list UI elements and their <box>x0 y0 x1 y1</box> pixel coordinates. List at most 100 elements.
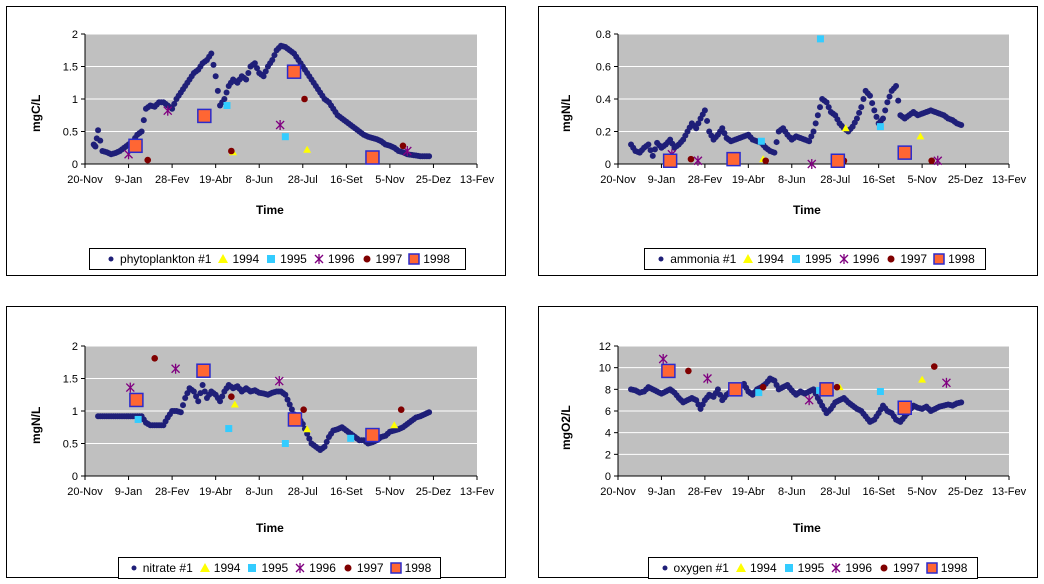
point-1996 <box>933 155 943 166</box>
main-series-point <box>171 100 178 107</box>
x-tick-label: 20-Nov <box>600 174 636 186</box>
main-series-point <box>260 73 267 80</box>
main-series-point <box>806 138 813 145</box>
main-series-point <box>814 112 821 119</box>
legend-label: oxygen #1 <box>673 561 729 575</box>
legend-marker-icon <box>108 256 114 262</box>
point-1995 <box>281 440 289 447</box>
legend-label: 1994 <box>213 561 241 575</box>
legend-item: 1998 <box>926 561 967 575</box>
main-series-point <box>693 125 700 132</box>
main-series-point <box>895 97 902 104</box>
legend-item: 1998 <box>408 252 450 266</box>
main-series-point <box>721 130 728 137</box>
x-tick-label: 5-Nov <box>907 486 937 498</box>
y-tick-label: 4 <box>605 428 611 440</box>
point-1996 <box>275 120 285 130</box>
legend-label: 1996 <box>852 252 880 266</box>
point-1998 <box>726 151 741 167</box>
legend-label: 1998 <box>423 252 450 266</box>
y-tick-label: 1.5 <box>63 62 78 74</box>
point-1997 <box>228 393 235 401</box>
x-tick-label: 28-Fev <box>155 174 190 186</box>
x-tick-label: 16-Set <box>330 486 362 498</box>
point-1996 <box>804 395 814 406</box>
x-tick-label: 5-Nov <box>907 174 937 186</box>
main-series-point <box>860 96 867 102</box>
main-series-point <box>140 117 147 124</box>
main-series-point <box>251 60 258 67</box>
legend-marker-icon <box>933 253 945 265</box>
nitrate-legend: nitrate #1 1994 1995 1996 1997 1998 <box>118 557 441 579</box>
legend-label: 1994 <box>757 252 784 266</box>
point-1998 <box>365 427 380 443</box>
x-tick-label: 25-Dez <box>948 486 983 498</box>
x-tick-label: 16-Set <box>862 174 894 186</box>
x-tick-label: 25-Dez <box>416 174 451 186</box>
oxygen-legend: oxygen #1 1994 1995 1996 1997 1998 <box>648 557 978 579</box>
point-1995 <box>816 35 824 43</box>
legend-marker-icon <box>831 563 841 573</box>
x-tick-label: 9-Jan <box>648 174 676 186</box>
legend-item: 1995 <box>790 252 832 266</box>
legend-label: 1994 <box>749 561 777 575</box>
point-1998 <box>196 363 211 378</box>
point-1994 <box>918 375 927 383</box>
legend-item: 1996 <box>838 252 880 266</box>
main-series-point <box>190 388 197 395</box>
oxygen-y-title: mgO2/L <box>559 405 573 450</box>
point-1998 <box>662 153 678 168</box>
y-tick-label: 0.5 <box>63 127 78 139</box>
oxygen-x-title: Time <box>793 521 821 535</box>
main-series-point <box>304 430 311 437</box>
legend-item: 1995 <box>246 561 288 575</box>
x-tick-label: 28-Fev <box>688 174 723 186</box>
legend-label: 1998 <box>948 252 975 266</box>
x-tick-label: 28-Jul <box>820 486 850 498</box>
legend-label: 1997 <box>356 561 384 575</box>
point-1997 <box>685 367 692 375</box>
main-series-point <box>649 152 656 159</box>
main-series-point <box>92 143 99 150</box>
main-series-point <box>97 137 104 144</box>
legend-marker-icon <box>248 564 257 572</box>
x-tick-label: 20-Nov <box>600 486 636 498</box>
point-1997 <box>228 147 235 155</box>
point-1994 <box>390 421 399 429</box>
legend-marker-icon <box>408 253 420 265</box>
main-series-point <box>856 109 863 116</box>
point-1997 <box>762 157 770 165</box>
x-tick-label: 9-Jan <box>648 486 676 498</box>
phytoplankton-legend: phytoplankton #1 1994 1995 1996 1997 1998 <box>89 248 466 270</box>
main-series-point <box>717 391 724 398</box>
x-tick-label: 19-Abr <box>199 486 232 498</box>
legend-item: 1997 <box>361 252 402 266</box>
x-tick-label: 5-Nov <box>375 174 405 186</box>
main-series-point <box>254 65 261 72</box>
main-series-point <box>195 398 202 405</box>
legend-label: 1997 <box>893 561 920 575</box>
main-series-point <box>221 96 228 102</box>
point-1995 <box>223 102 231 109</box>
point-1996 <box>807 159 817 169</box>
point-1997 <box>301 95 308 103</box>
main-series-point <box>651 146 658 153</box>
legend-marker-icon <box>295 563 305 573</box>
legend-marker-icon <box>887 255 895 263</box>
main-series-point <box>262 68 269 75</box>
main-series-point <box>958 122 965 128</box>
point-1998 <box>197 108 212 124</box>
legend-label: 1997 <box>900 252 928 266</box>
point-1997 <box>300 406 307 414</box>
y-tick-label: 0.5 <box>63 439 78 451</box>
x-tick-label: 16-Set <box>862 486 894 498</box>
nitrate-y-title: mgN/L <box>29 406 43 444</box>
x-tick-label: 8-Jun <box>778 174 806 186</box>
main-series-point <box>95 127 102 134</box>
point-1994 <box>303 145 312 153</box>
legend-item: 1996 <box>313 252 355 266</box>
legend-item: 1995 <box>265 252 307 266</box>
main-series-point <box>184 390 191 397</box>
